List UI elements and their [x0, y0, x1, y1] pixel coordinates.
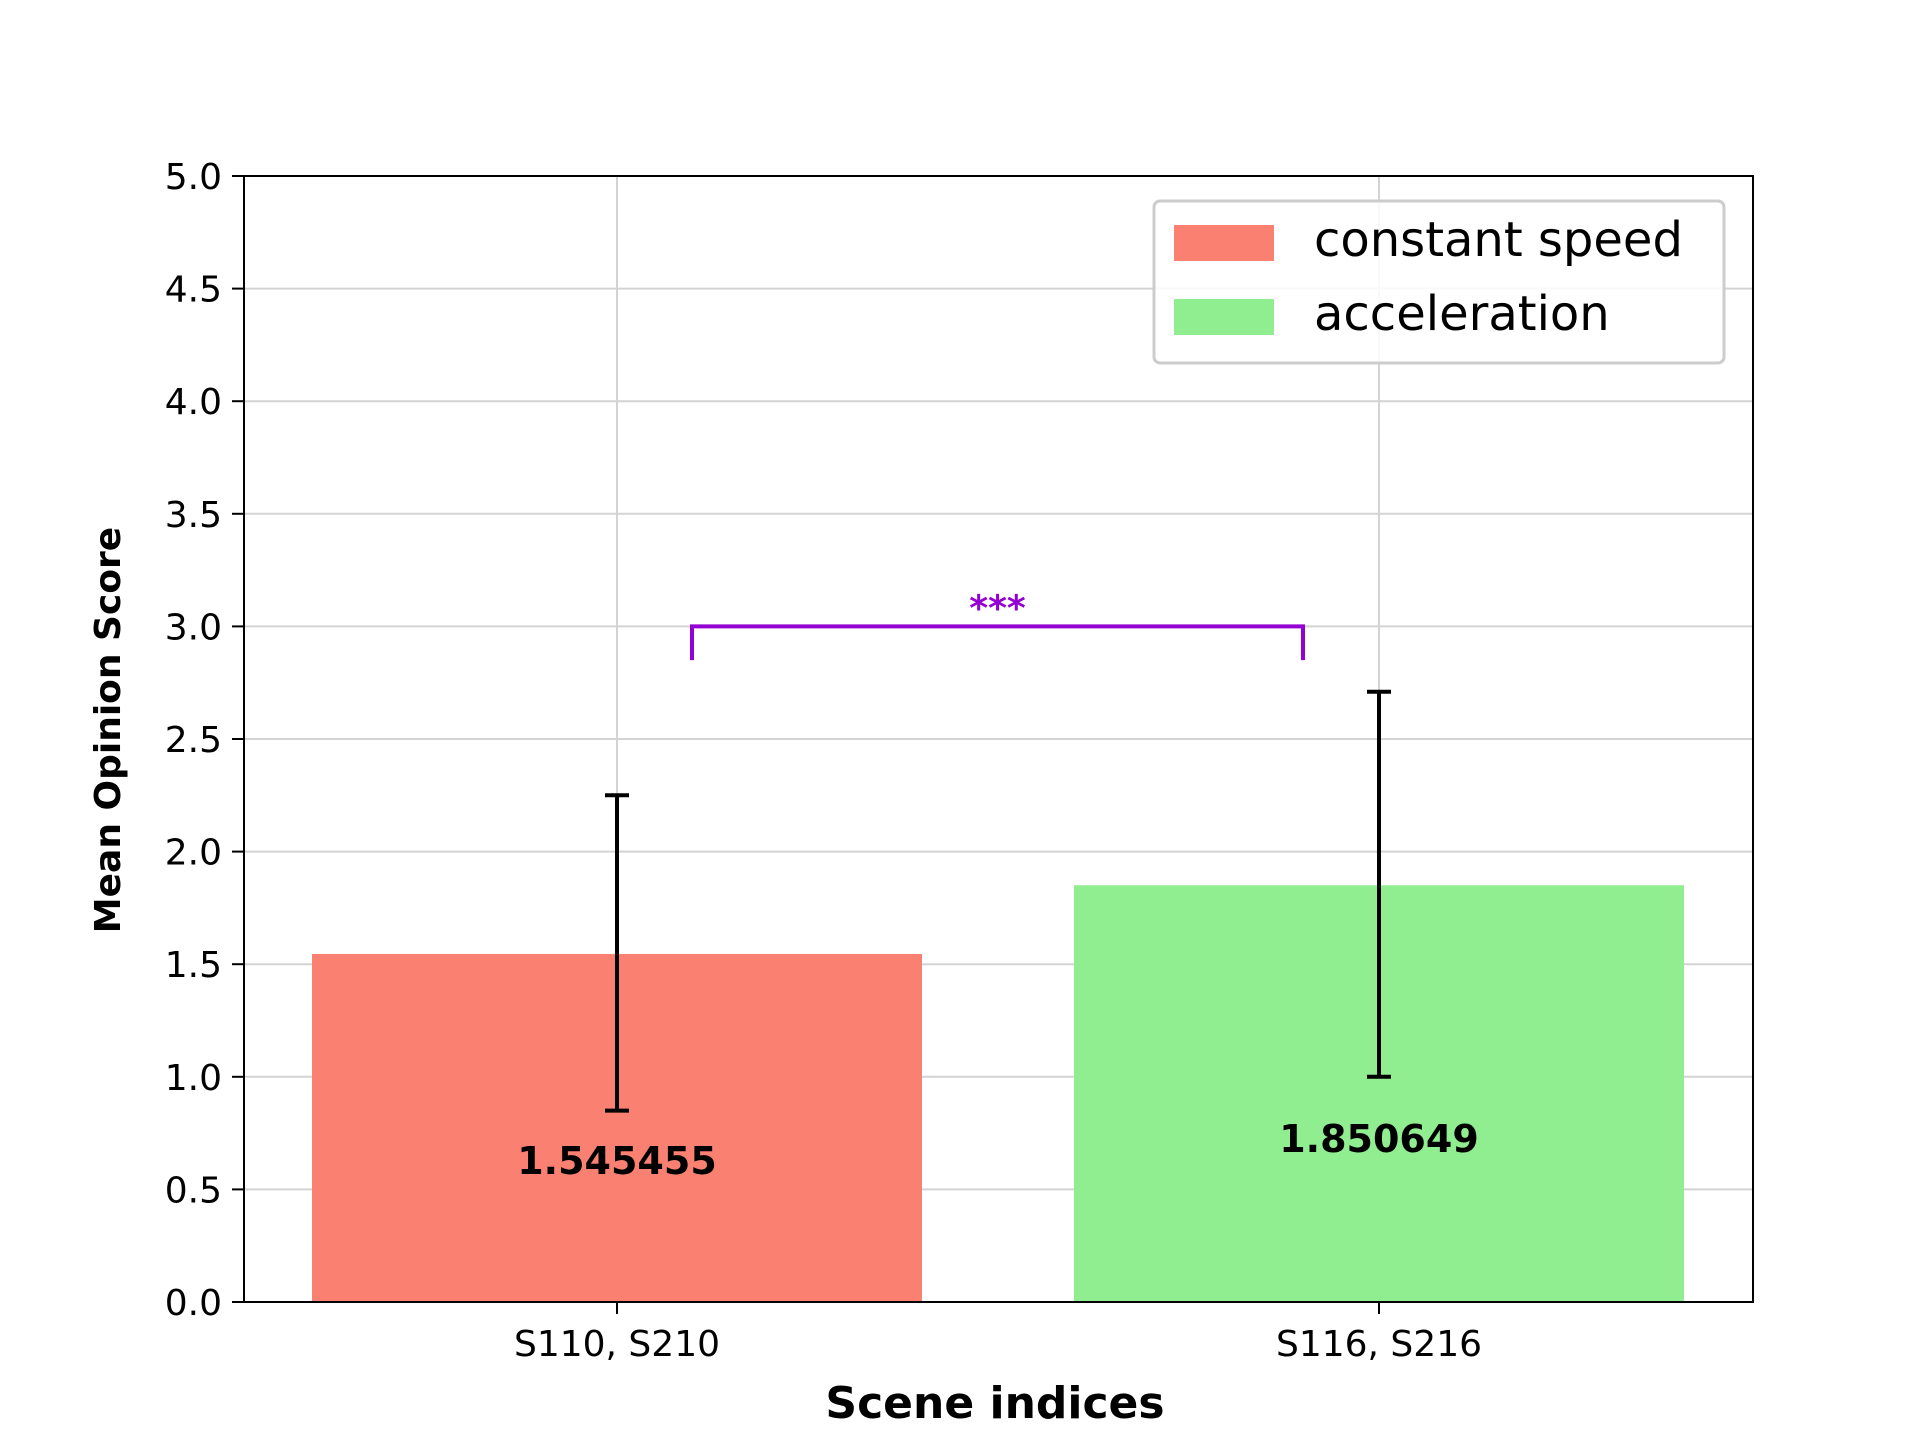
significance-bracket-line — [690, 624, 1305, 661]
significance-label: *** — [969, 588, 1026, 629]
x-tick-label: S116, S216 — [1276, 1324, 1482, 1365]
x-axis-ticks: S110, S210 S116, S216 — [514, 1302, 1482, 1365]
y-tick-label: 3.0 — [165, 607, 222, 648]
x-tick-label: S110, S210 — [514, 1324, 720, 1365]
y-axis-ticks: 0.0 0.5 1.0 1.5 2.0 2.5 3.0 3.5 4.0 4.5 5.0 — [165, 157, 244, 1324]
y-tick-label: 4.0 — [165, 382, 222, 423]
legend-swatch — [1174, 225, 1274, 261]
value-label: 1.545455 — [517, 1139, 717, 1183]
value-label: 1.850649 — [1279, 1117, 1479, 1161]
y-tick-label: 2.5 — [165, 720, 222, 761]
y-tick-label: 3.5 — [165, 495, 222, 536]
y-tick-label: 2.0 — [165, 833, 222, 874]
legend-box — [1152, 199, 1726, 365]
significance-bracket: *** — [690, 588, 1305, 661]
x-axis-label: Scene indices — [825, 1378, 1164, 1429]
legend-label: constant speed — [1314, 212, 1683, 268]
legend: constant speed acceleration — [1152, 199, 1726, 365]
y-tick-label: 1.0 — [165, 1058, 222, 1099]
y-tick-label: 0.5 — [165, 1170, 222, 1211]
y-tick-label: 0.0 — [165, 1283, 222, 1324]
y-tick-label: 1.5 — [165, 945, 222, 986]
y-tick-label: 5.0 — [165, 157, 222, 198]
value-labels: 1.545455 1.850649 — [517, 1117, 1479, 1183]
legend-swatch — [1174, 299, 1274, 335]
y-tick-label: 4.5 — [165, 270, 222, 311]
legend-label: acceleration — [1314, 286, 1610, 342]
error-bars — [605, 689, 1391, 1113]
y-axis-label: Mean Opinion Score — [88, 527, 129, 933]
